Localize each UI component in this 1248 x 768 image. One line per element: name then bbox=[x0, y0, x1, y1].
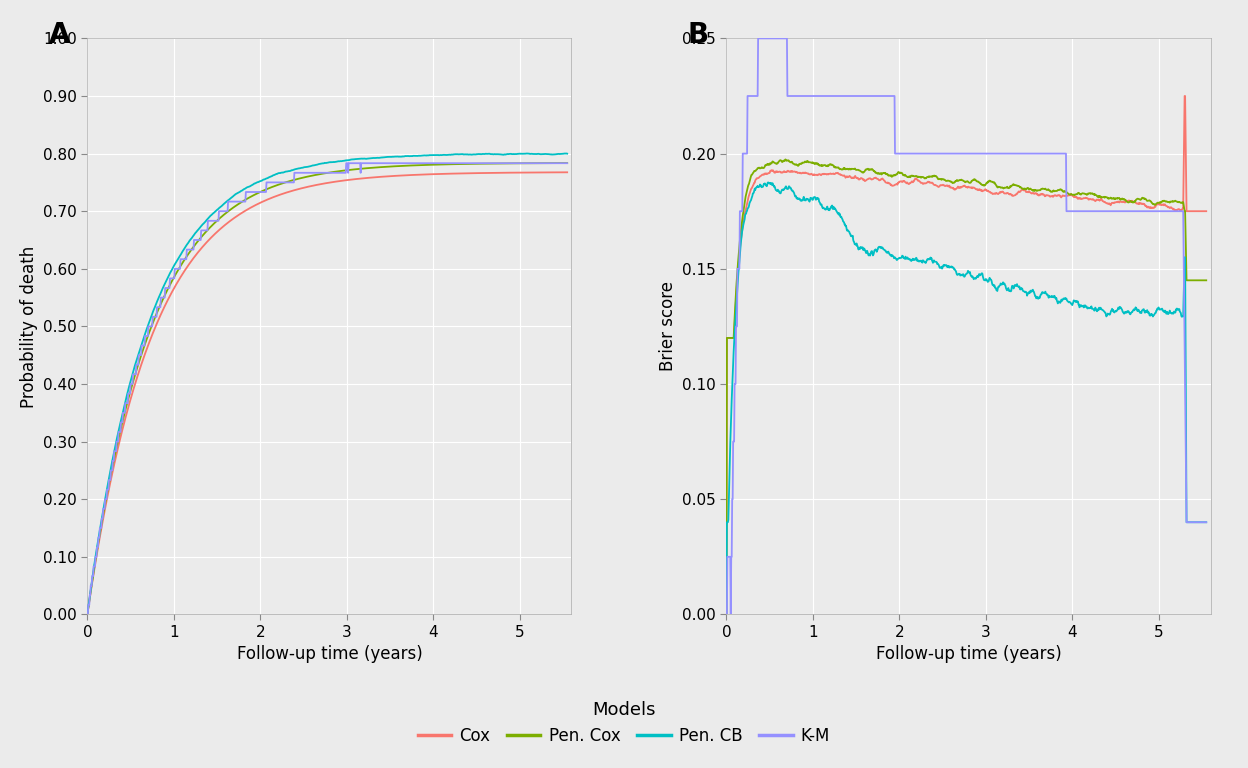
Y-axis label: Probability of death: Probability of death bbox=[20, 245, 37, 408]
Y-axis label: Brier score: Brier score bbox=[659, 281, 676, 372]
X-axis label: Follow-up time (years): Follow-up time (years) bbox=[237, 645, 422, 664]
Text: A: A bbox=[49, 22, 70, 49]
X-axis label: Follow-up time (years): Follow-up time (years) bbox=[876, 645, 1061, 664]
Legend: Cox, Pen. Cox, Pen. CB, K-M: Cox, Pen. Cox, Pen. CB, K-M bbox=[411, 694, 837, 752]
Text: B: B bbox=[688, 22, 709, 49]
